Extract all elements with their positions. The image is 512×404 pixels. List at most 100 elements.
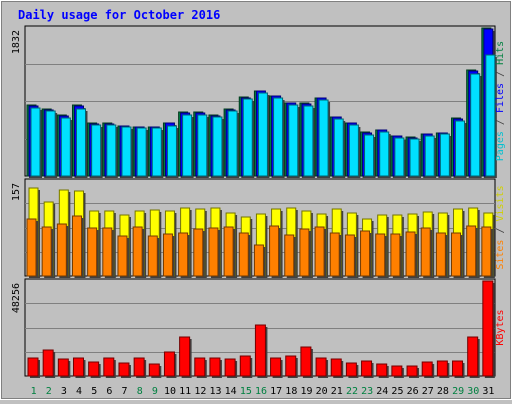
bar-kbytes-31	[482, 280, 494, 377]
bar-kbytes-9	[148, 363, 160, 377]
bar-pages-3	[60, 117, 71, 177]
bar-sites-20	[314, 226, 325, 277]
legend-kbytes-part-0: KBytes	[495, 309, 506, 345]
x-tick-label: 5	[91, 386, 97, 397]
bar-kbytes-16	[254, 324, 266, 377]
x-tick-label: 28	[437, 386, 449, 397]
x-tick-label: 21	[331, 386, 343, 397]
bar-kbytes-5	[88, 361, 100, 377]
bar-pages-12	[197, 114, 208, 177]
bar-sites-14	[223, 226, 234, 277]
x-tick-label: 8	[137, 386, 143, 397]
bar-sites-8	[132, 226, 143, 277]
bar-pages-11	[182, 114, 193, 177]
bar-sites-4	[71, 215, 82, 277]
bar-sites-29	[451, 232, 462, 277]
bar-pages-22	[348, 124, 359, 177]
bar-pages-27	[424, 135, 435, 177]
bar-pages-14	[227, 110, 238, 177]
bar-kbytes-22	[345, 362, 357, 377]
bar-sites-24	[375, 233, 386, 277]
bar-pages-5	[91, 124, 102, 177]
bar-sites-30	[466, 225, 477, 277]
x-tick-label: 15	[240, 386, 252, 397]
bar-kbytes-17	[270, 357, 282, 377]
legend-sites-visits-part-2: Visits	[495, 185, 506, 221]
bar-kbytes-10	[163, 351, 175, 377]
ymax-label-kbytes: 48256	[11, 283, 22, 313]
bar-sites-9	[147, 235, 158, 277]
bar-sites-17	[269, 225, 280, 277]
bar-sites-25	[390, 233, 401, 277]
legend-sites-visits: Sites / Visits	[495, 185, 506, 269]
bar-pages-17	[273, 97, 284, 177]
bar-kbytes-2	[42, 349, 54, 377]
bar-sites-18	[284, 234, 295, 277]
bar-sites-2	[41, 226, 52, 277]
bar-sites-22	[344, 234, 355, 277]
x-tick-label: 30	[467, 386, 479, 397]
bar-sites-19	[299, 228, 310, 277]
legend-pages-files-hits-part-1: /	[495, 113, 506, 131]
bar-sites-5	[87, 227, 98, 277]
bar-kbytes-21	[330, 358, 342, 377]
x-tick-label: 20	[316, 386, 328, 397]
bar-sites-28	[435, 232, 446, 277]
bar-pages-16	[257, 92, 268, 177]
bar-pages-13	[212, 116, 223, 177]
bar-pages-24	[379, 131, 390, 177]
bar-pages-31	[485, 54, 496, 177]
bar-pages-4	[75, 108, 86, 177]
bar-pages-2	[45, 110, 56, 177]
bar-sites-13	[208, 227, 219, 277]
bar-sites-1	[26, 218, 37, 277]
ymax-label-hits-pages-files: 1832	[11, 30, 22, 54]
bar-kbytes-7	[118, 362, 130, 377]
bar-kbytes-27	[421, 361, 433, 377]
bar-pages-20	[318, 99, 329, 177]
bar-sites-10	[162, 233, 173, 277]
x-tick-label: 13	[209, 386, 221, 397]
x-tick-label: 10	[164, 386, 176, 397]
bar-sites-26	[405, 231, 416, 277]
bar-kbytes-19	[300, 346, 312, 377]
bar-pages-15	[242, 98, 253, 177]
bar-pages-7	[121, 126, 132, 177]
bar-pages-9	[151, 127, 162, 177]
bar-pages-19	[303, 105, 314, 177]
bar-kbytes-29	[452, 360, 464, 377]
legend-sites-visits-part-0: Sites	[495, 240, 506, 270]
bar-pages-26	[409, 138, 420, 177]
x-tick-label: 17	[270, 386, 282, 397]
x-tick-label: 11	[179, 386, 191, 397]
bar-kbytes-24	[376, 363, 388, 377]
ymax-label-visits-sites: 157	[11, 183, 22, 201]
x-tick-label: 25	[391, 386, 403, 397]
x-tick-label: 7	[122, 386, 128, 397]
x-tick-label: 27	[422, 386, 434, 397]
x-tick-label: 29	[452, 386, 464, 397]
bar-kbytes-4	[72, 357, 84, 377]
bar-sites-27	[420, 227, 431, 277]
bar-kbytes-1	[27, 357, 39, 377]
bar-kbytes-20	[315, 357, 327, 377]
bar-sites-11	[178, 232, 189, 277]
bar-pages-30	[470, 73, 481, 177]
bar-pages-29	[455, 120, 466, 177]
bar-kbytes-30	[467, 336, 479, 377]
bar-sites-12	[193, 228, 204, 277]
bar-kbytes-11	[179, 336, 191, 377]
x-tick-label: 22	[346, 386, 358, 397]
x-tick-label: 4	[76, 386, 82, 397]
x-tick-label: 1	[31, 386, 37, 397]
bar-kbytes-23	[361, 360, 373, 377]
x-tick-label: 3	[61, 386, 67, 397]
x-tick-label: 16	[255, 386, 267, 397]
legend-pages-files-hits-part-2: Files	[495, 83, 506, 113]
bar-kbytes-18	[285, 355, 297, 377]
bar-kbytes-15	[239, 355, 251, 377]
bar-sites-7	[117, 235, 128, 277]
bar-sites-15	[238, 232, 249, 277]
